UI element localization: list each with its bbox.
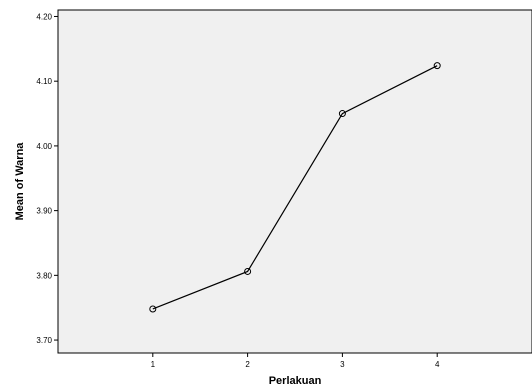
x-axis-title: Perlakuan [269,375,322,387]
x-tick-label: 3 [340,360,345,369]
y-tick-label: 3.90 [36,207,52,216]
y-tick-label: 4.20 [36,12,52,21]
plot-area [57,9,532,354]
series-line [152,65,438,310]
data-point [149,305,157,313]
series-layer [149,62,441,313]
x-tick-label: 2 [245,360,250,369]
x-tick-label: 4 [435,360,440,369]
y-tick-label: 4.00 [36,142,52,151]
data-point [433,62,441,70]
data-point [244,267,252,275]
y-tick-label: 3.70 [36,336,52,345]
y-tick-label: 3.80 [36,271,52,280]
x-tick-label: 1 [151,360,156,369]
y-axis-title: Mean of Warna [14,142,26,221]
data-point [338,110,346,118]
x-axis: 1 2 3 4 [151,353,440,369]
y-axis: 3.70 3.80 3.90 4.00 4.10 4.20 [36,12,58,345]
y-tick-label: 4.10 [36,77,52,86]
